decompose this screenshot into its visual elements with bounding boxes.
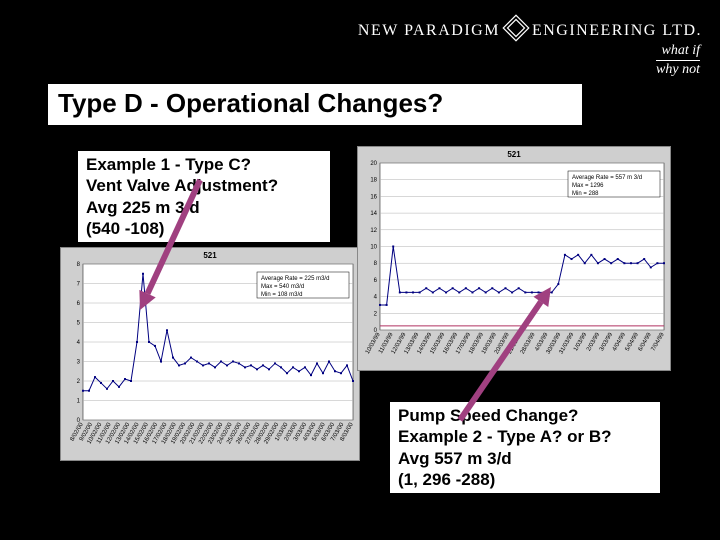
logo-icon [502,14,530,47]
svg-text:Average Rate = 225 m3/d: Average Rate = 225 m3/d [261,276,329,282]
svg-text:4: 4 [374,295,378,301]
svg-text:6: 6 [374,278,378,284]
logo-left: NEW PARADIGM [358,22,500,40]
caption2-l4: (1, 296 -288) [398,469,652,490]
svg-text:5: 5 [77,321,81,327]
svg-text:7/04/99: 7/04/99 [651,331,667,352]
chart-example-2: 5210246810121416182010/03/9911/03/9912/0… [357,146,671,371]
svg-text:2: 2 [374,311,378,317]
caption1-l3: Avg 225 m 3/d [86,197,322,218]
svg-text:10: 10 [370,245,377,251]
caption-example-1: Example 1 - Type C? Vent Valve Adjustmen… [78,151,330,242]
page-title: Type D - Operational Changes? [48,84,582,125]
svg-text:8: 8 [374,261,378,267]
tagline-top: what if [656,44,700,58]
svg-text:6: 6 [77,301,81,307]
svg-text:16: 16 [370,194,377,200]
svg-text:4: 4 [77,340,81,346]
tagline-bot: why not [656,63,700,77]
logo-right: ENGINEERING LTD. [532,22,702,40]
caption1-l4: (540 -108) [86,218,322,239]
svg-text:Min = 288: Min = 288 [572,191,599,197]
tagline: what if why not [656,44,700,77]
svg-text:14: 14 [370,211,377,217]
caption2-l2: Example 2 - Type A? or B? [398,426,652,447]
svg-text:1: 1 [77,399,81,405]
svg-text:7: 7 [77,282,81,288]
svg-text:12: 12 [370,228,377,234]
chart-example-1: 5210123456788/02/009/02/0010/02/0011/02/… [60,247,360,461]
svg-text:Max = 1296: Max = 1296 [572,183,604,189]
svg-text:3: 3 [77,360,81,366]
svg-text:20: 20 [370,161,377,167]
caption2-l3: Avg 557 m 3/d [398,448,652,469]
svg-text:2: 2 [77,379,81,385]
svg-text:Average Rate = 557 m 3/d: Average Rate = 557 m 3/d [572,175,642,181]
caption1-l2: Vent Valve Adjustment? [86,175,322,196]
caption-example-2: Pump Speed Change? Example 2 - Type A? o… [390,402,660,493]
caption1-l1: Example 1 - Type C? [86,154,322,175]
svg-text:18: 18 [370,178,377,184]
svg-text:8: 8 [77,262,81,268]
company-logo: NEW PARADIGM ENGINEERING LTD. [358,14,702,47]
svg-text:521: 521 [203,251,217,260]
svg-text:Max = 540 m3/d: Max = 540 m3/d [261,284,304,290]
caption2-l1: Pump Speed Change? [398,405,652,426]
svg-text:521: 521 [507,150,521,159]
svg-text:Min = 108 m3/d: Min = 108 m3/d [261,292,303,298]
